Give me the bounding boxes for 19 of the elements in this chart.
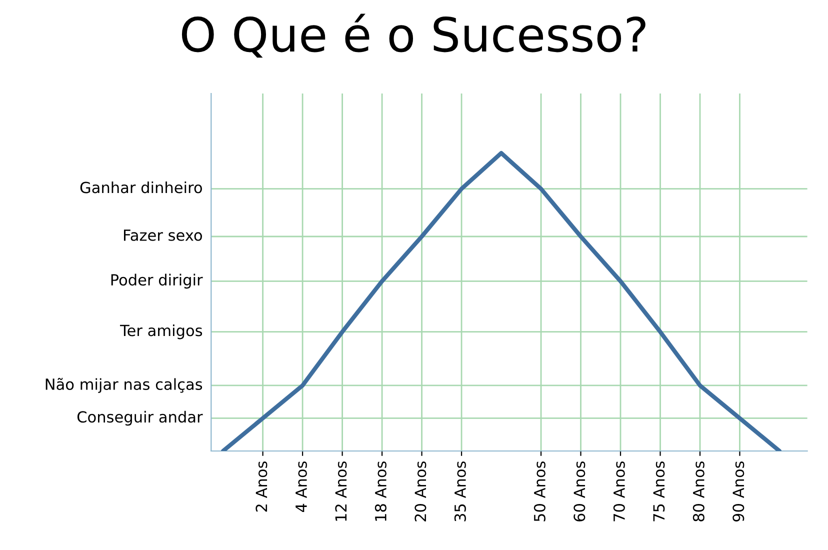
ref-line-label: Ganhar dinheiro xyxy=(80,181,202,194)
x-tick-label: 2 Anos xyxy=(256,461,268,512)
x-tick-label: 50 Anos xyxy=(534,461,546,522)
ref-line-label: Ter amigos xyxy=(120,324,202,340)
x-tick-label: 18 Anos xyxy=(374,461,386,521)
ref-line-label: Conseguir andar xyxy=(77,410,203,426)
ref-line-label: Fazer sexo xyxy=(124,230,202,241)
x-tick-label: 20 Anos xyxy=(414,461,426,522)
x-tick-label: 90 Anos xyxy=(732,461,744,522)
ref-line-label: Não mijar nas calças xyxy=(46,378,202,393)
chart-title: O Que é o Sucesso? xyxy=(182,14,646,58)
ref-line-label: Poder dirigir xyxy=(111,274,203,289)
x-tick-label: 35 Anos xyxy=(454,461,466,522)
x-tick-label: 70 Anos xyxy=(613,461,625,522)
x-tick-label: 60 Anos xyxy=(574,461,586,522)
x-tick-label: 4 Anos xyxy=(296,461,307,512)
x-tick-label: 12 Anos xyxy=(335,461,347,521)
x-tick-label: 80 Anos xyxy=(692,461,704,522)
x-tick-label: 75 Anos xyxy=(653,461,665,522)
